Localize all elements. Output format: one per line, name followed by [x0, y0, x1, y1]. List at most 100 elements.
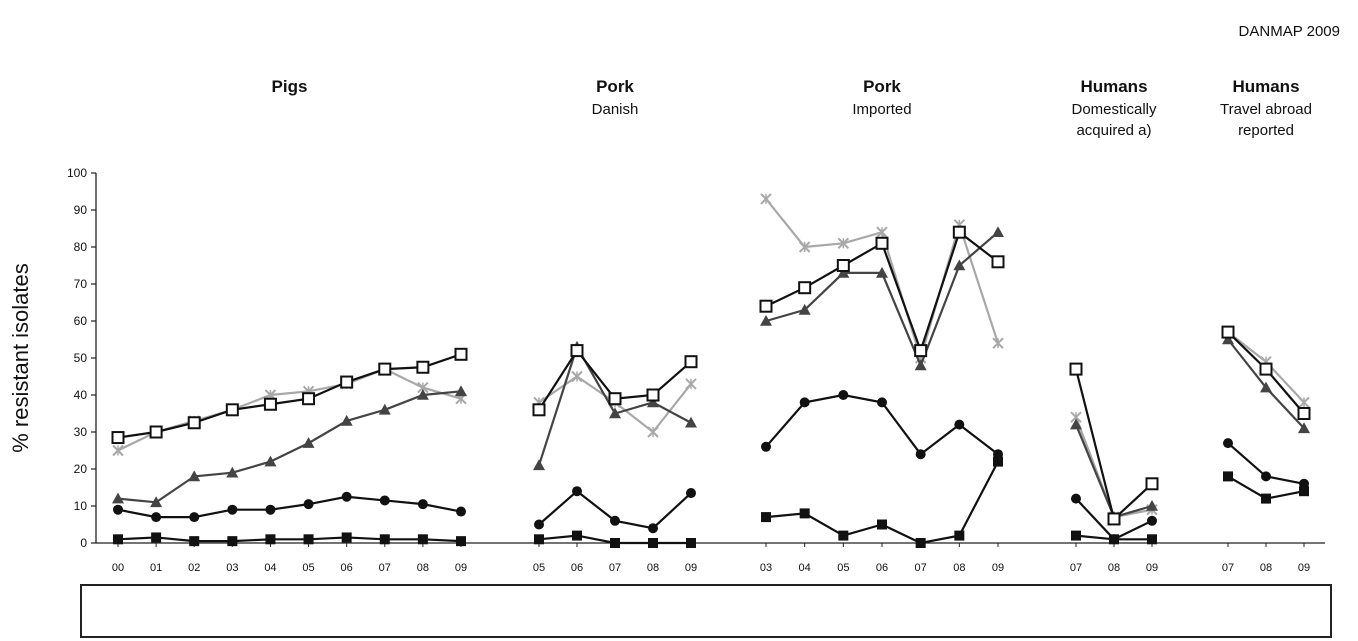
point-ampicillin — [112, 492, 124, 504]
point-tetracycline — [760, 193, 772, 205]
y-tick-label: 90 — [74, 203, 88, 217]
y-tick-label: 0 — [80, 536, 87, 550]
point-tetracycline — [571, 370, 583, 383]
point-tetracycline — [112, 444, 124, 457]
y-tick-label: 40 — [74, 388, 88, 402]
point-ciprofloxacin — [1147, 534, 1157, 545]
x-tick-label: 03 — [226, 562, 238, 574]
y-tick-label: 30 — [74, 425, 88, 439]
y-tick-label: 100 — [67, 166, 87, 180]
x-tick-label: 08 — [647, 562, 659, 574]
point-ampicillin — [1260, 381, 1272, 393]
x-tick-label: 05 — [302, 562, 314, 574]
point-chloramphenicol — [572, 486, 582, 497]
point-ciprofloxacin — [1261, 493, 1271, 504]
panel-title: Pigs — [272, 77, 308, 96]
point-tetracycline — [837, 237, 850, 250]
y-tick-label: 80 — [74, 240, 88, 254]
x-tick-label: 09 — [685, 562, 697, 574]
point-sulfonamide — [187, 416, 201, 430]
point-ciprofloxacin — [993, 456, 1003, 467]
point-sulfonamide — [378, 362, 392, 376]
point-ciprofloxacin — [572, 530, 582, 541]
series-line-tetracycline — [1074, 416, 1153, 519]
panel-subtitle: Domestically — [1071, 101, 1157, 118]
panel-subtitle: Travel abroad — [1220, 101, 1312, 118]
point-sulfonamide — [454, 347, 468, 361]
y-tick-label: 20 — [74, 462, 88, 476]
point-ciprofloxacin — [1223, 471, 1233, 482]
point-ampicillin — [378, 403, 391, 415]
point-ciprofloxacin — [265, 534, 276, 545]
series-line-ampicillin — [117, 390, 462, 504]
point-sulfonamide — [952, 225, 966, 239]
point-chloramphenicol — [761, 441, 771, 452]
point-chloramphenicol — [915, 449, 926, 460]
x-tick-label: 06 — [341, 562, 353, 574]
x-tick-label: 04 — [799, 562, 811, 574]
x-tick-label: 07 — [1222, 562, 1234, 574]
point-ampicillin — [150, 496, 163, 508]
point-ampicillin — [914, 359, 927, 371]
point-ciprofloxacin — [189, 536, 200, 547]
point-ampicillin — [302, 437, 315, 448]
point-ampicillin — [837, 266, 850, 278]
point-chloramphenicol — [151, 512, 162, 523]
point-sulfonamide — [416, 360, 430, 374]
point-ciprofloxacin — [456, 536, 466, 547]
point-chloramphenicol — [799, 397, 810, 408]
series-line-sulfonamide — [117, 353, 462, 439]
point-ampicillin — [760, 315, 772, 326]
point-sulfonamide — [684, 355, 698, 369]
panel-title: Humans — [1080, 77, 1147, 96]
x-tick-label: 06 — [876, 562, 888, 574]
point-ciprofloxacin — [761, 512, 771, 523]
point-ampicillin — [647, 396, 659, 408]
point-chloramphenicol — [1223, 438, 1233, 449]
point-chloramphenicol — [1261, 471, 1271, 482]
series-line-tetracycline — [117, 367, 462, 452]
point-ciprofloxacin — [648, 538, 658, 548]
point-sulfonamide — [570, 344, 584, 358]
point-sulfonamide — [263, 397, 277, 411]
point-chloramphenicol — [686, 488, 696, 499]
point-ampicillin — [1298, 422, 1310, 434]
point-ampicillin — [876, 266, 888, 278]
x-tick-label: 07 — [379, 562, 391, 574]
point-ciprofloxacin — [379, 534, 390, 545]
series-line-ciprofloxacin — [117, 536, 462, 543]
point-sulfonamide — [1069, 362, 1083, 376]
point-chloramphenicol — [189, 512, 200, 523]
x-tick-label: 07 — [915, 562, 927, 574]
point-sulfonamide — [1221, 325, 1235, 339]
point-sulfonamide — [1297, 407, 1311, 420]
point-ciprofloxacin — [151, 532, 162, 543]
x-tick-label: 03 — [760, 562, 772, 574]
point-sulfonamide — [149, 425, 163, 439]
point-tetracycline — [685, 378, 697, 390]
point-sulfonamide — [340, 375, 354, 389]
y-tick-label: 10 — [74, 499, 88, 513]
point-sulfonamide — [875, 236, 889, 250]
point-ampicillin — [992, 226, 1004, 237]
x-tick-label: 01 — [150, 562, 162, 574]
point-chloramphenicol — [417, 499, 428, 510]
point-tetracycline — [798, 241, 811, 253]
point-ampicillin — [1146, 500, 1158, 511]
point-sulfonamide — [836, 259, 850, 272]
x-tick-label: 00 — [112, 562, 124, 574]
point-chloramphenicol — [648, 523, 658, 534]
x-tick-label: 07 — [609, 562, 621, 574]
point-ciprofloxacin — [954, 530, 965, 541]
point-ciprofloxacin — [799, 508, 810, 519]
point-ciprofloxacin — [838, 530, 849, 541]
point-ciprofloxacin — [1109, 534, 1119, 545]
point-chloramphenicol — [379, 495, 390, 506]
point-chloramphenicol — [534, 519, 544, 530]
point-ampicillin — [188, 470, 201, 482]
point-ciprofloxacin — [417, 534, 428, 545]
x-tick-label: 09 — [992, 562, 1004, 574]
point-sulfonamide — [1145, 477, 1159, 491]
point-tetracycline — [876, 226, 888, 238]
